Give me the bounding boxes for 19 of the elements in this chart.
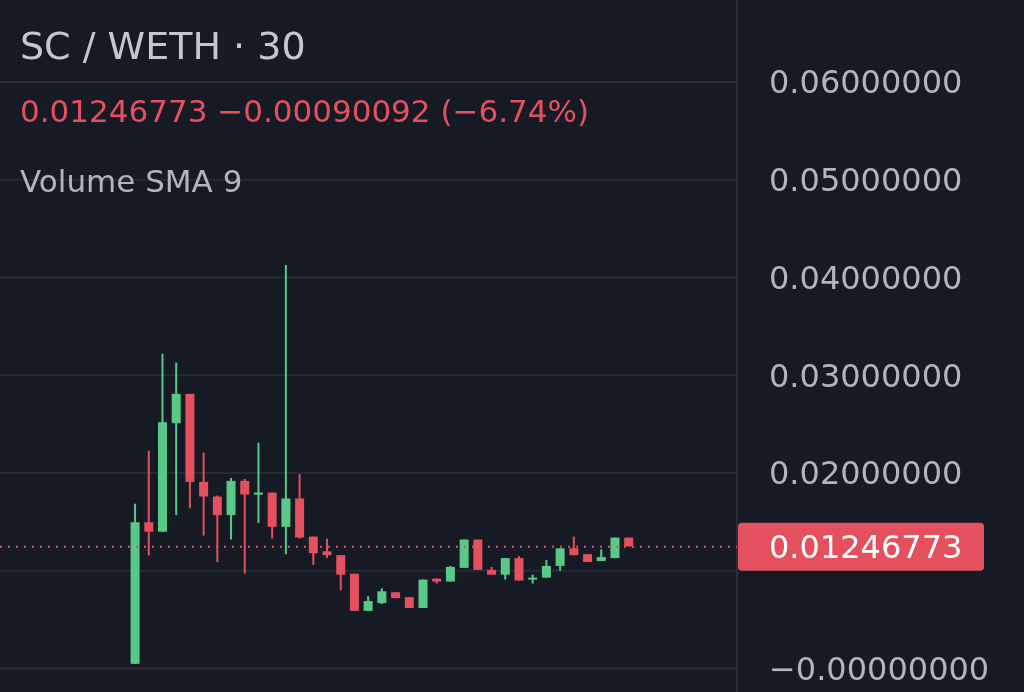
text: 0.01246773 −0.00090092 (−6.74%): [20, 93, 590, 129]
candlestick: [253, 441, 263, 524]
candlestick: [199, 451, 209, 537]
y-tick-label: 0.06000000: [769, 63, 963, 102]
y-tick-label: 0.05000000: [769, 161, 963, 200]
ref-line-label: 0.01246773: [769, 527, 963, 566]
candlestick: [336, 554, 346, 592]
candlestick: [555, 547, 565, 572]
y-tick-label: −0.00000000: [769, 649, 990, 688]
text: SC / WETH · 30: [20, 24, 306, 68]
y-tick-label: 0.02000000: [769, 454, 963, 493]
candlestick: [514, 555, 524, 582]
candlestick: [144, 449, 154, 557]
annotation: Volume SMA 9: [20, 163, 243, 199]
candlestick: [281, 263, 291, 556]
candlestick: [500, 557, 510, 581]
y-tick-label: 0.04000000: [769, 258, 963, 297]
y-tick-label: 0.03000000: [769, 356, 963, 395]
candlestick: [240, 477, 250, 575]
